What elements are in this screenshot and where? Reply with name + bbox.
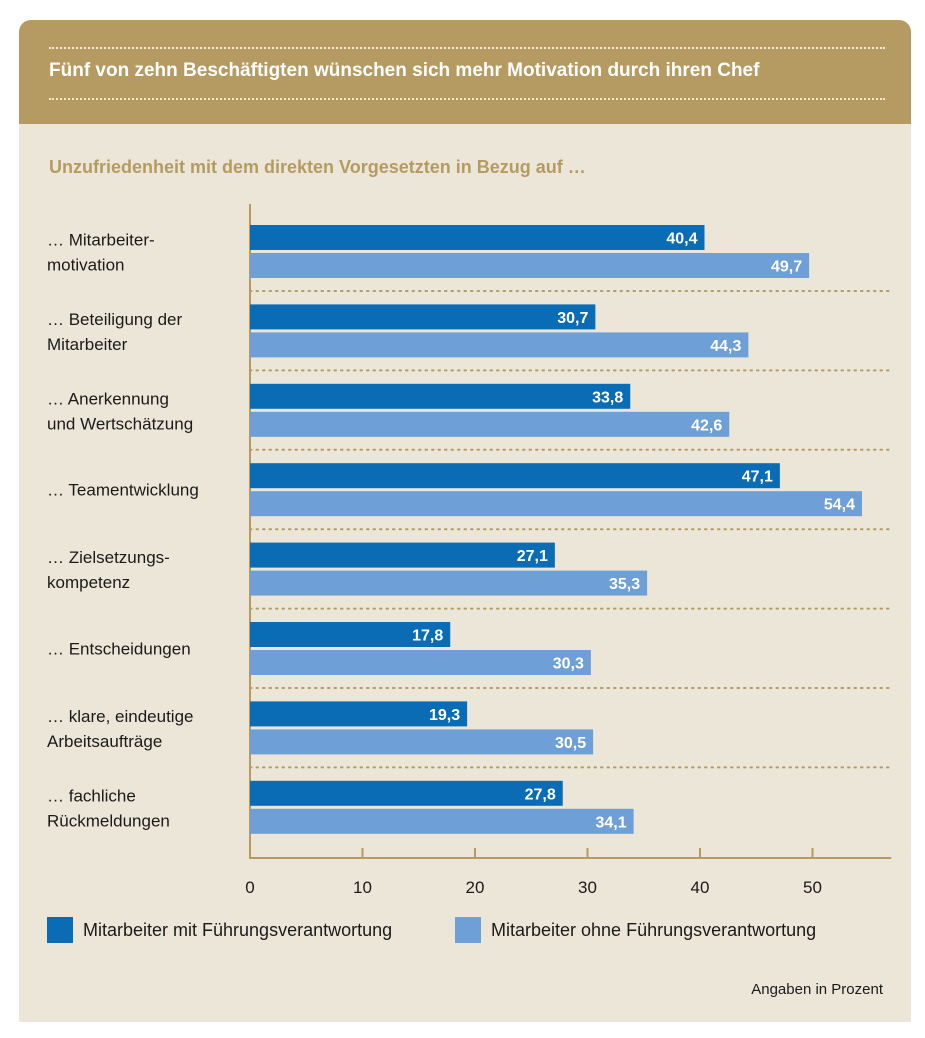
- bar: [250, 411, 730, 437]
- legend-swatch: [455, 917, 481, 943]
- chart-card: Fünf von zehn Beschäftigten wünschen sic…: [19, 20, 911, 1022]
- bar: [250, 225, 705, 250]
- bar-value-label: 19,3: [429, 707, 460, 724]
- legend-item-with-leadership: Mitarbeiter mit Führungsverantwortung: [47, 917, 392, 943]
- category-label: … Anerkennung: [47, 389, 169, 408]
- bar-value-label: 33,8: [592, 389, 623, 406]
- bar: [250, 332, 749, 358]
- bar-value-label: 47,1: [742, 469, 773, 486]
- bar-value-label: 27,1: [517, 548, 548, 565]
- x-tick-label: 0: [245, 878, 254, 897]
- bar: [250, 622, 451, 647]
- category-label: Arbeitsaufträge: [47, 732, 162, 751]
- bar: [250, 383, 631, 409]
- x-tick-label: 10: [353, 878, 372, 897]
- chart-subtitle: Unzufriedenheit mit dem direkten Vorgese…: [49, 157, 586, 177]
- bar: [250, 729, 594, 755]
- legend-label: Mitarbeiter ohne Führungsverantwortung: [491, 919, 817, 940]
- category-label: … Mitarbeiter-: [47, 231, 155, 250]
- category-label: … Teamentwicklung: [47, 481, 199, 500]
- legend-swatch: [47, 917, 73, 943]
- bar-value-label: 40,4: [666, 231, 697, 248]
- bar-value-label: 49,7: [771, 259, 802, 276]
- bar-value-label: 42,6: [691, 417, 722, 434]
- category-label: motivation: [47, 256, 124, 275]
- bar-chart: 0 10 20 30 40 50 … Mitarbeiter-motivation 40,4 4…: [47, 204, 893, 897]
- category-label: … Zielsetzungs-: [47, 548, 170, 567]
- category-label: … klare, eindeutige: [47, 707, 193, 726]
- units-note: Angaben in Prozent: [751, 981, 883, 998]
- bar-value-label: 44,3: [710, 338, 741, 355]
- bar-value-label: 35,3: [609, 576, 640, 593]
- bar: [250, 701, 468, 727]
- category-label: Mitarbeiter: [47, 335, 128, 354]
- bar: [250, 808, 634, 834]
- bar: [250, 491, 862, 517]
- category-label: kompetenz: [47, 573, 130, 592]
- legend-label: Mitarbeiter mit Führungsverantwortung: [83, 919, 393, 940]
- bar: [250, 253, 810, 278]
- bar-value-label: 27,8: [525, 786, 556, 803]
- divider-dots-top: [49, 47, 885, 49]
- category-label: … Entscheidungen: [47, 640, 191, 659]
- bar: [250, 570, 648, 596]
- bar: [250, 780, 563, 806]
- x-tick-label: 50: [803, 878, 822, 897]
- category-label: … Beteiligung der: [47, 310, 182, 329]
- chart-title: Fünf von zehn Beschäftigten wünschen sic…: [49, 60, 760, 81]
- bar-value-label: 30,7: [557, 310, 588, 327]
- bar-value-label: 17,8: [412, 628, 443, 645]
- bar-value-label: 30,3: [553, 656, 584, 673]
- bar: [250, 304, 596, 330]
- divider-dots-bottom: [49, 98, 885, 100]
- x-tick-label: 40: [691, 878, 710, 897]
- bar-value-label: 54,4: [824, 497, 855, 514]
- x-tick-label: 20: [466, 878, 485, 897]
- legend-item-without-leadership: Mitarbeiter ohne Führungsverantwortung: [455, 917, 816, 943]
- category-label: … fachliche: [47, 786, 136, 805]
- category-label: Rückmeldungen: [47, 811, 170, 830]
- bar-value-label: 30,5: [555, 735, 586, 752]
- bar: [250, 650, 591, 675]
- bar: [250, 542, 555, 568]
- bar-value-label: 34,1: [595, 814, 626, 831]
- x-tick-label: 30: [578, 878, 597, 897]
- bar: [250, 463, 780, 489]
- category-label: und Wertschätzung: [47, 414, 193, 433]
- title-banner: Fünf von zehn Beschäftigten wünschen sic…: [19, 20, 911, 124]
